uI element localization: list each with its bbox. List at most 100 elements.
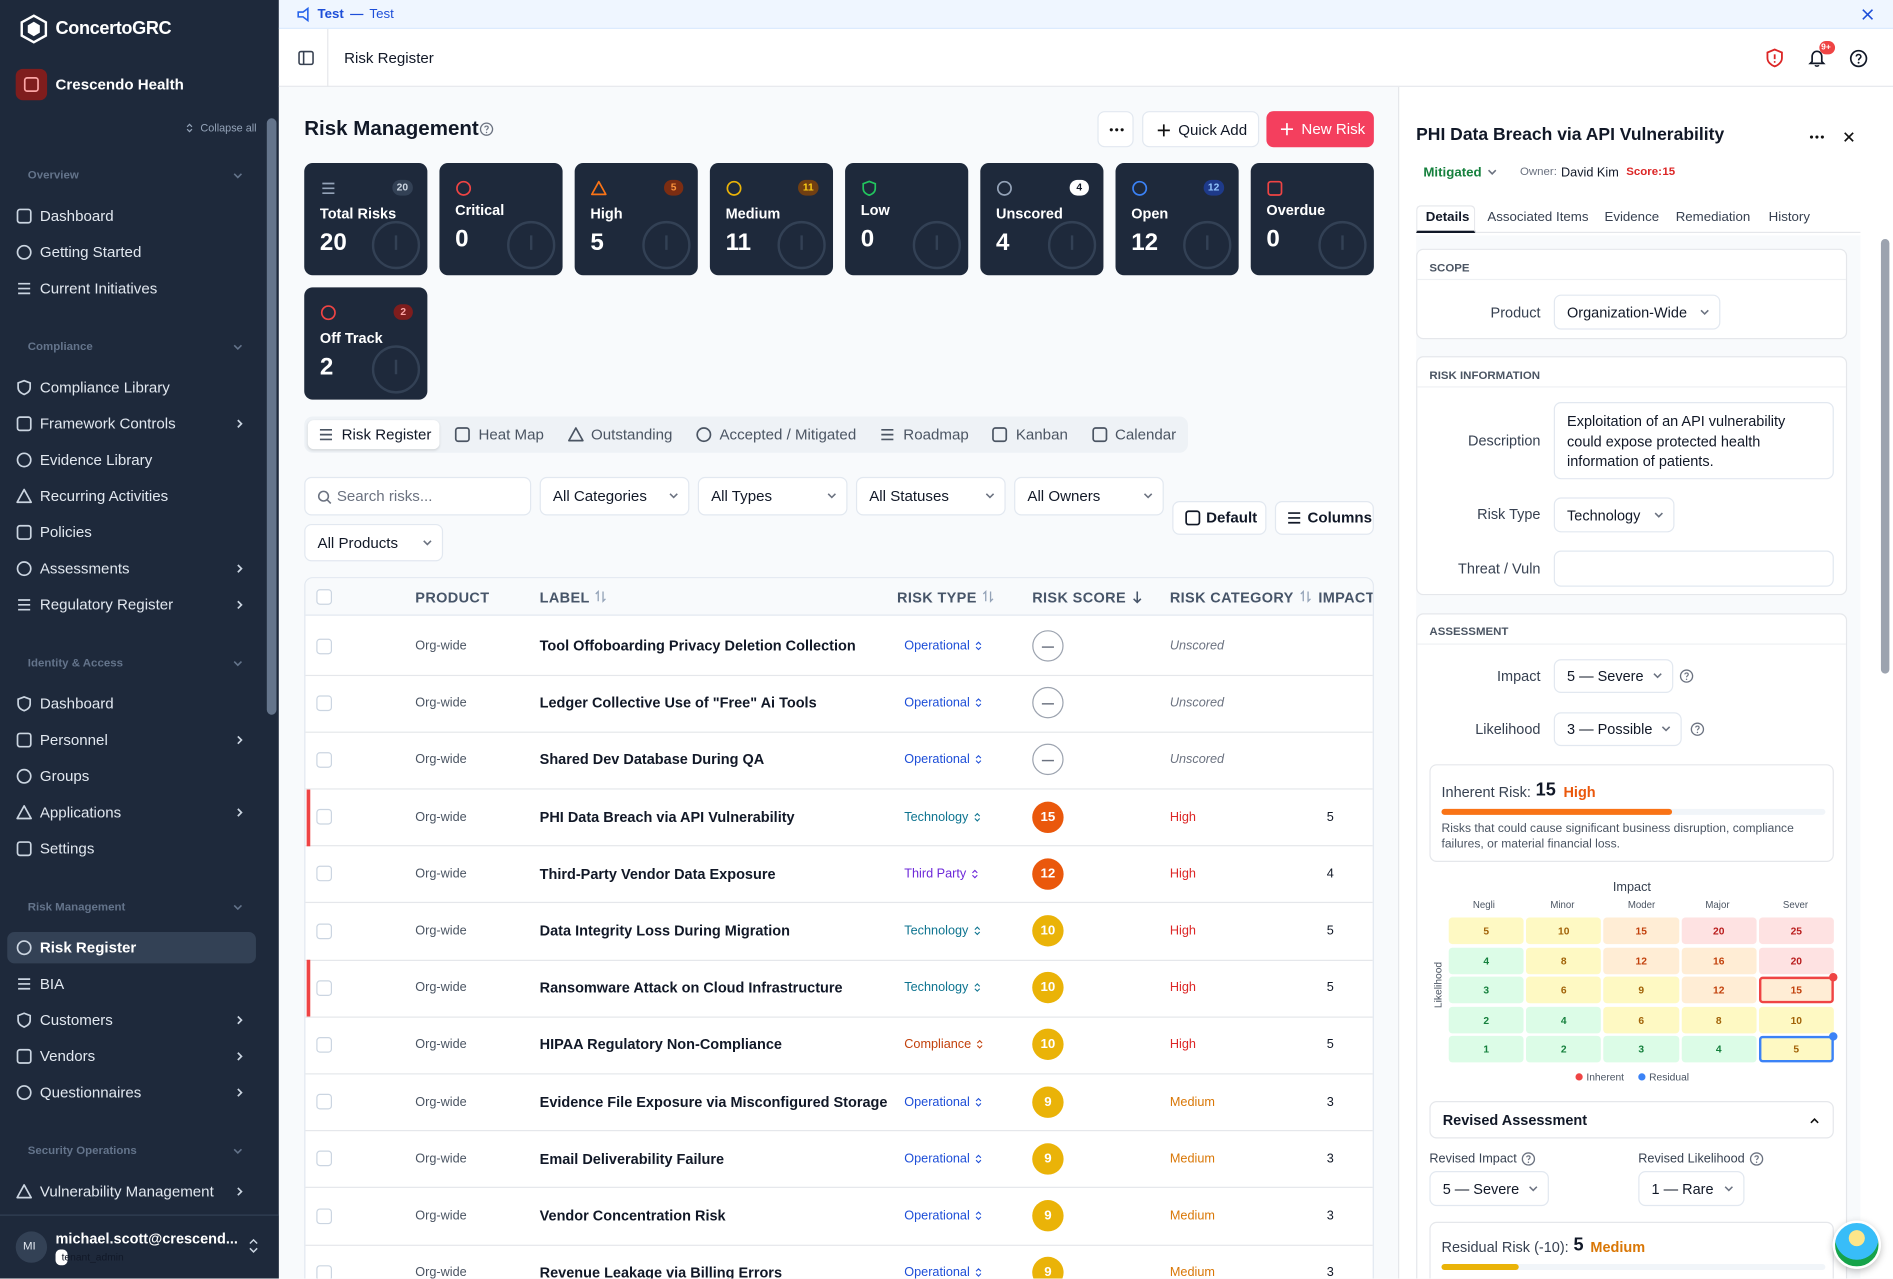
- type-cell[interactable]: Operational: [904, 638, 970, 654]
- label-cell[interactable]: PHI Data Breach via API Vulnerability: [539, 808, 795, 826]
- column-header[interactable]: PRODUCT: [415, 588, 490, 606]
- type-cell[interactable]: Technology: [904, 923, 969, 939]
- checkbox[interactable]: [316, 589, 332, 605]
- impact-select[interactable]: 5 — Severe: [1553, 659, 1674, 693]
- nav-item[interactable]: Policies: [39, 523, 92, 541]
- checkbox[interactable]: [316, 979, 332, 996]
- checkbox[interactable]: [316, 1036, 332, 1053]
- nav-item[interactable]: Applications: [39, 804, 122, 821]
- nav-item[interactable]: Customers: [39, 1011, 113, 1029]
- type-cell[interactable]: Operational: [904, 1208, 970, 1223]
- nav-item[interactable]: Dashboard: [39, 695, 114, 713]
- revised-likelihood-select[interactable]: 1 — Rare: [1638, 1171, 1745, 1207]
- column-header[interactable]: RISK SCORE: [1032, 588, 1127, 606]
- nav-item[interactable]: Evidence Library: [39, 451, 153, 469]
- checkbox[interactable]: [316, 1150, 332, 1167]
- checkbox[interactable]: [316, 922, 332, 939]
- stat-card[interactable]: Overdue 0: [1250, 162, 1374, 276]
- column-header[interactable]: RISK CATEGORY: [1169, 588, 1294, 606]
- nav-item[interactable]: Vulnerability Management: [39, 1183, 214, 1201]
- stat-card[interactable]: Critical 0: [439, 162, 563, 276]
- nav-item[interactable]: Questionnaires: [39, 1084, 142, 1102]
- column-header[interactable]: IMPACT: [1318, 588, 1374, 606]
- filter-select[interactable]: All Statuses: [855, 476, 1006, 516]
- label-cell[interactable]: Ransomware Attack on Cloud Infrastructur…: [539, 979, 843, 997]
- view-tab[interactable]: Risk Register: [307, 420, 440, 450]
- nav-item[interactable]: Risk Register: [39, 939, 137, 957]
- type-cell[interactable]: Operational: [904, 1151, 970, 1166]
- status[interactable]: Mitigated: [1423, 165, 1482, 180]
- type-cell[interactable]: Operational: [904, 1094, 970, 1109]
- view-tab[interactable]: Heat Map: [445, 420, 553, 449]
- label-cell[interactable]: Third-Party Vendor Data Exposure: [539, 865, 776, 883]
- checkbox[interactable]: [316, 1093, 332, 1110]
- checkbox[interactable]: [316, 865, 332, 882]
- label-cell[interactable]: Email Deliverability Failure: [539, 1150, 725, 1168]
- label-cell[interactable]: Tool Offoboarding Privacy Deletion Colle…: [539, 637, 856, 655]
- new-risk-button[interactable]: New Risk: [1266, 111, 1374, 148]
- nav-item[interactable]: BIA: [39, 975, 65, 993]
- label-cell[interactable]: Evidence File Exposure via Misconfigured…: [539, 1093, 888, 1111]
- stat-card[interactable]: Low 0: [845, 162, 969, 276]
- detail-tab[interactable]: Associated Items: [1487, 210, 1589, 225]
- detail-tab[interactable]: Remediation: [1675, 210, 1751, 225]
- nav-item[interactable]: Getting Started: [39, 243, 142, 261]
- collapse-all[interactable]: Collapse all: [200, 121, 257, 135]
- threat-input[interactable]: [1553, 550, 1834, 587]
- label-cell[interactable]: HIPAA Regulatory Non-Compliance: [539, 1036, 782, 1054]
- type-cell[interactable]: Technology: [904, 980, 969, 996]
- label-cell[interactable]: Shared Dev Database During QA: [539, 751, 765, 769]
- view-tab[interactable]: Roadmap: [869, 420, 977, 449]
- default-button[interactable]: Default: [1172, 501, 1267, 535]
- filter-select[interactable]: All Products: [304, 523, 444, 562]
- nav-item[interactable]: Recurring Activities: [39, 487, 169, 505]
- nav-item[interactable]: Compliance Library: [39, 379, 170, 396]
- detail-tab[interactable]: Details: [1425, 210, 1470, 225]
- view-tab[interactable]: Accepted / Mitigated: [686, 420, 865, 449]
- column-header[interactable]: RISK TYPE: [897, 588, 977, 606]
- quick-add-button[interactable]: Quick Add: [1142, 111, 1260, 148]
- likelihood-select[interactable]: 3 — Possible: [1553, 712, 1682, 747]
- columns-button[interactable]: Columns: [1274, 501, 1374, 535]
- stat-card[interactable]: 2 Off Track 2: [304, 287, 428, 400]
- nav-item[interactable]: Framework Controls: [39, 415, 176, 433]
- column-header[interactable]: LABEL: [539, 588, 590, 606]
- nav-item[interactable]: Regulatory Register: [39, 596, 174, 614]
- assistant-avatar[interactable]: [1832, 1220, 1881, 1269]
- type-cell[interactable]: Operational: [904, 752, 970, 768]
- nav-item[interactable]: Current Initiatives: [39, 280, 158, 297]
- revised-header[interactable]: Revised Assessment: [1429, 1101, 1834, 1139]
- stat-card[interactable]: 4 Unscored 4: [980, 162, 1104, 276]
- stat-card[interactable]: 20 Total Risks 20: [304, 162, 428, 276]
- label-cell[interactable]: Data Integrity Loss During Migration: [539, 922, 790, 940]
- checkbox[interactable]: [316, 1207, 332, 1224]
- type-select[interactable]: Technology: [1553, 497, 1675, 533]
- more-button[interactable]: [1097, 111, 1134, 148]
- nav-item[interactable]: Groups: [39, 767, 90, 785]
- filter-select[interactable]: All Types: [697, 476, 848, 516]
- type-cell[interactable]: Operational: [904, 695, 970, 711]
- stat-card[interactable]: 5 High 5: [574, 162, 698, 276]
- label-cell[interactable]: Revenue Leakage via Billing Errors: [539, 1264, 783, 1279]
- checkbox[interactable]: [316, 638, 332, 654]
- nav-item[interactable]: Vendors: [39, 1047, 96, 1065]
- filter-select[interactable]: All Owners: [1014, 476, 1164, 516]
- stat-card[interactable]: 12 Open 12: [1115, 162, 1239, 276]
- detail-tab[interactable]: History: [1768, 210, 1810, 225]
- type-cell[interactable]: Third Party: [904, 866, 967, 882]
- checkbox[interactable]: [316, 808, 332, 825]
- view-tab[interactable]: Kanban: [982, 420, 1076, 449]
- nav-item[interactable]: Settings: [39, 840, 95, 858]
- detail-tab[interactable]: Evidence: [1604, 210, 1660, 225]
- view-tab[interactable]: Calendar: [1081, 420, 1185, 449]
- type-cell[interactable]: Compliance: [904, 1037, 972, 1053]
- filter-select[interactable]: All Categories: [539, 476, 690, 516]
- checkbox[interactable]: [316, 1264, 332, 1279]
- revised-impact-select[interactable]: 5 — Severe: [1429, 1171, 1549, 1207]
- nav-item[interactable]: Assessments: [39, 560, 130, 578]
- label-cell[interactable]: Vendor Concentration Risk: [539, 1207, 726, 1225]
- stat-card[interactable]: 11 Medium 11: [709, 162, 834, 276]
- label-cell[interactable]: Ledger Collective Use of "Free" Ai Tools: [539, 694, 817, 712]
- nav-item[interactable]: Dashboard: [39, 207, 114, 225]
- search-box[interactable]: Search risks...: [304, 476, 532, 516]
